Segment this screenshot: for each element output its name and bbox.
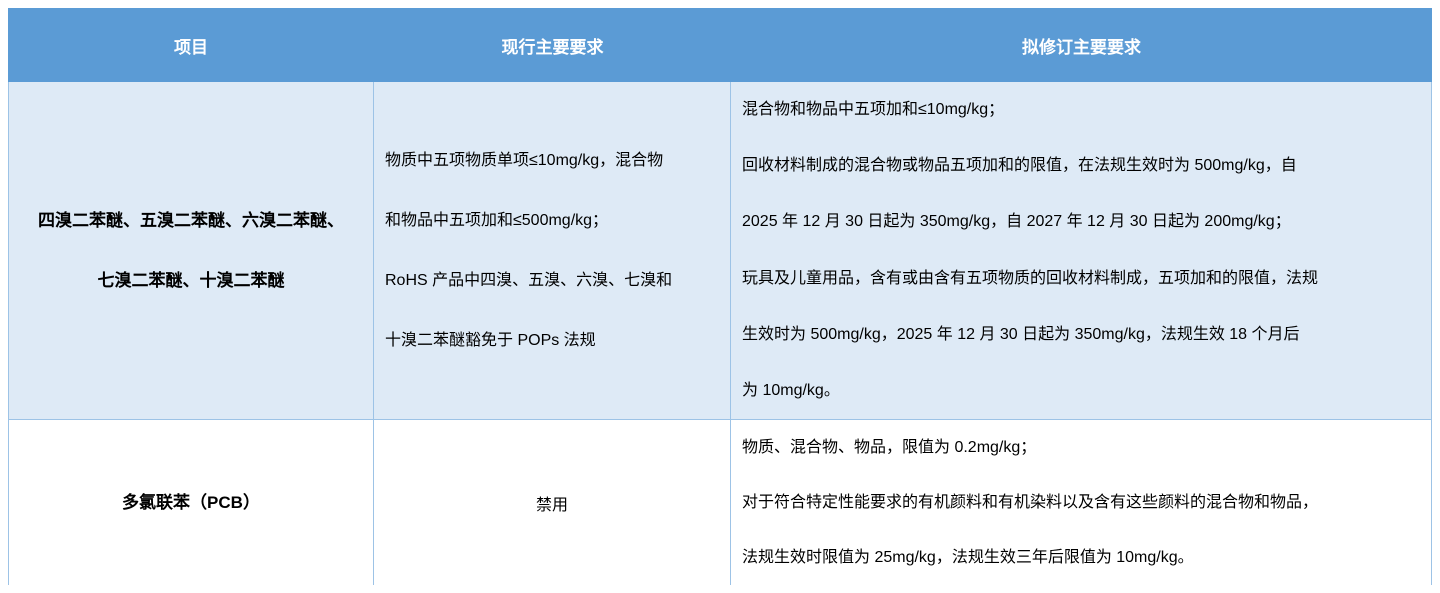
proposed-requirements-cell-pbde: 混合物和物品中五项加和≤10mg/kg； 回收材料制成的混合物或物品五项加和的限值… <box>731 82 1431 420</box>
text-line: 物质、混合物、物品，限值为 0.2mg/kg； <box>742 439 1037 456</box>
table-header-row: 项目 现行主要要求 拟修订主要要求 <box>8 8 1432 82</box>
item-cell-pbde: 四溴二苯醚、五溴二苯醚、六溴二苯醚、 七溴二苯醚、十溴二苯醚 <box>9 82 374 420</box>
text-line: 和物品中五项加和≤500mg/kg； <box>385 211 609 229</box>
text-line: 禁用 <box>535 496 568 514</box>
text-line: 十溴二苯醚豁免于 POPs 法规 <box>385 331 596 349</box>
text-line: 混合物和物品中五项加和≤10mg/kg； <box>742 100 1005 118</box>
text-line: RoHS 产品中四溴、五溴、六溴、七溴和 <box>385 271 673 289</box>
item-cell-pcb: 多氯联苯（PCB） <box>9 420 374 585</box>
text-line: 为 10mg/kg。 <box>742 382 840 400</box>
table-row-pbde: 四溴二苯醚、五溴二苯醚、六溴二苯醚、 七溴二苯醚、十溴二苯醚 物质中五项物质单项≤… <box>9 82 1431 420</box>
text-line: 多氯联苯（PCB） <box>122 492 260 512</box>
text-line: 生效时为 500mg/kg，2025 年 12 月 30 日起为 350mg/k… <box>742 325 1300 343</box>
column-header-current: 现行主要要求 <box>501 37 604 57</box>
current-requirements-cell-pbde: 物质中五项物质单项≤10mg/kg，混合物 和物品中五项加和≤500mg/kg； R… <box>374 82 731 420</box>
text-line: 回收材料制成的混合物或物品五项加和的限值，在法规生效时为 500mg/kg，自 <box>742 156 1297 174</box>
text-line: 玩具及儿童用品，含有或由含有五项物质的回收材料制成，五项加和的限值，法规 <box>742 269 1319 287</box>
text-line: 对于符合特定性能要求的有机颜料和有机染料以及含有这些颜料的混合物和物品， <box>742 494 1319 511</box>
table-row-pcb: 多氯联苯（PCB） 禁用 物质、混合物、物品，限值为 0.2mg/kg； 对于符合… <box>9 420 1431 585</box>
proposed-requirements-cell-pcb: 物质、混合物、物品，限值为 0.2mg/kg； 对于符合特定性能要求的有机颜料和有… <box>731 420 1431 585</box>
text-line: 法规生效时限值为 25mg/kg，法规生效三年后限值为 10mg/kg。 <box>742 549 1194 566</box>
text-line: 物质中五项物质单项≤10mg/kg，混合物 <box>385 151 664 169</box>
text-line: 四溴二苯醚、五溴二苯醚、六溴二苯醚、 <box>38 210 344 230</box>
column-header-proposed: 拟修订主要要求 <box>1022 37 1141 57</box>
requirements-table: 项目 现行主要要求 拟修订主要要求 四溴二苯醚、五溴二苯醚、六溴二苯醚、 七溴二苯… <box>8 8 1432 585</box>
column-header-item: 项目 <box>174 37 208 57</box>
text-line: 七溴二苯醚、十溴二苯醚 <box>97 270 285 290</box>
text-line: 2025 年 12 月 30 日起为 350mg/kg，自 2027 年 12 … <box>742 213 1291 231</box>
current-requirements-cell-pcb: 禁用 <box>374 420 731 585</box>
